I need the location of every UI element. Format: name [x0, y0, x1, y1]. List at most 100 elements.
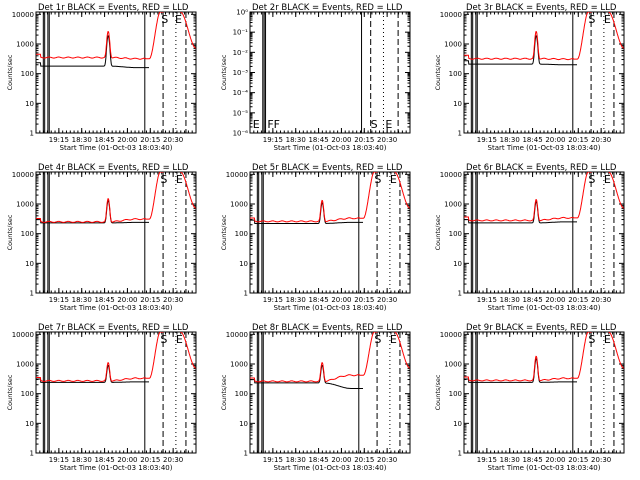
flag-marker: E [604, 173, 611, 186]
x-tick-label: 18:30 [500, 456, 520, 464]
plot-frame [249, 331, 411, 454]
x-tick-label: 20:30 [591, 456, 611, 464]
y-tick-label: 10000 [12, 11, 34, 19]
lld-series-line [36, 332, 196, 382]
x-tick-label: 19:15 [263, 456, 283, 464]
flag-marker: E [176, 333, 183, 346]
flag-marker: FF [267, 118, 280, 131]
lld-series-line [464, 172, 624, 222]
y-axis-label: Counts/sec [6, 374, 14, 410]
flag-marker: S [160, 333, 167, 346]
y-tick-label: 100 [449, 230, 462, 238]
x-tick-label: 20:15 [568, 456, 588, 464]
y-axis: 1 10 100 1000 10000 Counts/sec [220, 331, 410, 458]
panel-title: Det 8r BLACK = Events, RED = LLD [252, 323, 403, 333]
y-axis: 10⁻⁶ 10⁻⁵ 10⁻⁴ 10⁻³ 10⁻² 10⁻¹ 10⁰ Counts/sec [220, 9, 410, 138]
flag-marker: S [371, 118, 378, 131]
y-tick-label: 1 [244, 290, 248, 298]
x-tick-label: 20:15 [140, 136, 160, 144]
y-tick-label: 10 [239, 420, 248, 428]
panel-title: Det 9r BLACK = Events, RED = LLD [466, 323, 617, 333]
flag-marker: E [604, 13, 611, 26]
y-tick-label: 1 [458, 290, 462, 298]
y-tick-label: 10000 [440, 11, 462, 19]
y-tick-label: 1 [458, 450, 462, 458]
y-tick-label: 10⁻⁶ [233, 130, 249, 138]
x-tick-label: 20:30 [591, 296, 611, 304]
y-tick-label: 10 [453, 260, 462, 268]
events-series-line [36, 365, 149, 383]
y-tick-label: 10000 [226, 331, 248, 339]
x-tick-label: 20:15 [568, 296, 588, 304]
lld-series-line [250, 332, 410, 383]
x-tick-label: 18:45 [308, 136, 328, 144]
y-tick-label: 10000 [12, 331, 34, 339]
y-tick-label: 100 [21, 70, 34, 78]
y-axis: 1 10 100 1000 10000 Counts/sec [434, 11, 624, 138]
y-tick-label: 1 [30, 450, 34, 458]
panel-det-9: Det 9r BLACK = Events, RED = LLD 1 10 100 10… [434, 323, 625, 472]
flag-marker: E [390, 333, 397, 346]
plot-frame [463, 11, 625, 134]
lld-series-line [36, 12, 196, 60]
flag-marker: E [176, 173, 183, 186]
x-tick-label: 19:15 [477, 456, 497, 464]
panel-title: Det 1r BLACK = Events, RED = LLD [38, 3, 189, 13]
y-tick-label: 1 [30, 290, 34, 298]
panel-det-4: Det 4r BLACK = Events, RED = LLD 1 10 100 10… [6, 163, 197, 312]
plot-frame [249, 11, 411, 134]
flag-marker: S [588, 13, 595, 26]
flag-marker: S [161, 13, 168, 26]
panel-title: Det 7r BLACK = Events, RED = LLD [38, 323, 189, 333]
events-series-line [464, 35, 577, 66]
panel-det-3: Det 3r BLACK = Events, RED = LLD 1 10 100 10… [434, 3, 625, 152]
lld-series-line [250, 172, 410, 223]
x-tick-label: 20:15 [140, 456, 160, 464]
flag-marker: S [374, 333, 381, 346]
y-tick-label: 1000 [16, 201, 34, 209]
y-tick-label: 100 [449, 390, 462, 398]
events-series-line [464, 358, 577, 383]
flag-marker: E [385, 118, 392, 131]
y-tick-label: 1000 [444, 201, 462, 209]
y-axis-label: Counts/sec [434, 214, 442, 250]
events-series-line [250, 365, 363, 389]
y-tick-label: 10⁻³ [233, 69, 249, 77]
x-tick-label: 18:30 [72, 456, 92, 464]
plot-frame [35, 171, 197, 294]
y-tick-label: 10000 [440, 171, 462, 179]
x-tick-label: 18:45 [522, 136, 542, 144]
flag-marker: S [588, 173, 595, 186]
y-axis-label: Counts/sec [220, 374, 228, 410]
x-tick-label: 20:00 [545, 456, 565, 464]
x-tick-label: 20:00 [331, 296, 351, 304]
x-tick-label: 20:30 [591, 136, 611, 144]
y-axis: 1 10 100 1000 10000 Counts/sec [6, 11, 196, 138]
panel-det-6: Det 6r BLACK = Events, RED = LLD 1 10 100 10… [434, 163, 625, 312]
y-axis-label: Counts/sec [434, 374, 442, 410]
x-axis-label: Start Time (01-Oct-03 18:03:40) [274, 144, 387, 152]
panel-det-2: Det 2r BLACK = Events, RED = LLD 10⁻⁶ 10⁻⁵… [220, 3, 411, 152]
lld-series-line [464, 12, 624, 61]
x-tick-label: 20:00 [331, 456, 351, 464]
x-tick-label: 20:00 [117, 296, 137, 304]
y-tick-label: 10⁻⁵ [233, 109, 249, 117]
x-tick-label: 18:30 [500, 296, 520, 304]
x-tick-label: 18:30 [286, 136, 306, 144]
flag-marker: E [253, 118, 260, 131]
y-tick-label: 1000 [16, 41, 34, 49]
x-tick-label: 20:30 [377, 456, 397, 464]
y-tick-label: 10 [453, 420, 462, 428]
panel-det-8: Det 8r BLACK = Events, RED = LLD 1 10 100 10… [220, 323, 411, 472]
x-tick-label: 18:45 [94, 456, 114, 464]
x-axis-label: Start Time (01-Oct-03 18:03:40) [488, 144, 601, 152]
x-tick-label: 18:30 [500, 136, 520, 144]
y-tick-label: 10 [25, 100, 34, 108]
x-tick-label: 20:15 [354, 136, 374, 144]
panel-title: Det 4r BLACK = Events, RED = LLD [38, 163, 189, 173]
y-axis: 1 10 100 1000 10000 Counts/sec [6, 171, 196, 298]
x-axis-label: Start Time (01-Oct-03 18:03:40) [60, 464, 173, 472]
